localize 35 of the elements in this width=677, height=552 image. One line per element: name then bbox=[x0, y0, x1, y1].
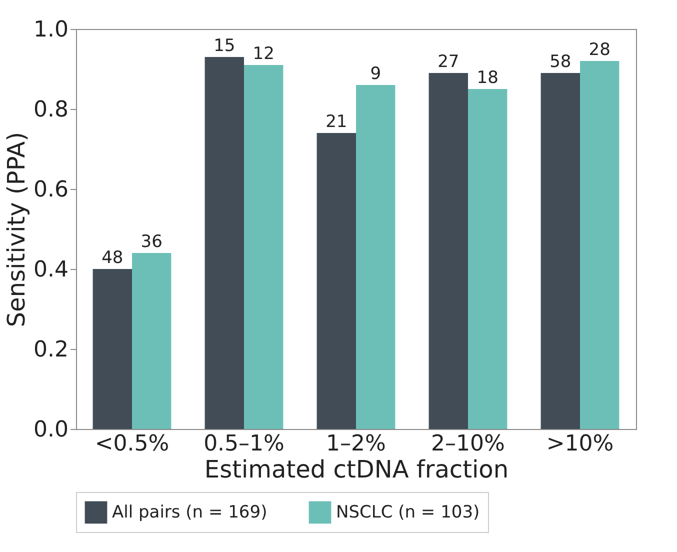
bar bbox=[428, 73, 468, 429]
annotation: 28 bbox=[588, 40, 610, 60]
bar bbox=[92, 269, 132, 429]
annotation: 36 bbox=[140, 232, 162, 252]
annotation: 27 bbox=[438, 52, 460, 72]
y-axis-title: Sensitivity (PPA) bbox=[2, 132, 31, 328]
x-tick-label: >10% bbox=[546, 432, 614, 456]
x-tick-label: 2–10% bbox=[431, 432, 505, 456]
annotation: 9 bbox=[370, 64, 382, 84]
y-tick-label: 0.4 bbox=[34, 258, 68, 282]
annotation: 48 bbox=[102, 248, 124, 268]
bar bbox=[540, 73, 580, 429]
bar bbox=[316, 133, 356, 429]
bar bbox=[356, 85, 396, 429]
bar bbox=[244, 65, 284, 429]
y-tick-label: 1.0 bbox=[34, 18, 68, 42]
bar bbox=[468, 89, 508, 429]
annotation: 12 bbox=[252, 44, 274, 64]
legend-label: NSCLC (n = 103) bbox=[336, 502, 480, 522]
x-axis-title: Estimated ctDNA fraction bbox=[204, 456, 509, 484]
bar bbox=[580, 61, 620, 429]
x-tick-label: 1–2% bbox=[326, 432, 386, 456]
annotation: 58 bbox=[550, 52, 572, 72]
annotation: 15 bbox=[214, 36, 236, 56]
legend-label: All pairs (n = 169) bbox=[112, 502, 268, 522]
annotation: 18 bbox=[476, 68, 498, 88]
bar bbox=[204, 57, 244, 429]
y-tick-label: 0.0 bbox=[34, 418, 68, 442]
annotation: 21 bbox=[326, 112, 348, 132]
x-tick-label: 0.5–1% bbox=[204, 432, 284, 456]
y-tick-label: 0.2 bbox=[34, 338, 68, 362]
y-tick-label: 0.8 bbox=[34, 98, 68, 122]
y-tick-label: 0.6 bbox=[34, 178, 68, 202]
bar bbox=[132, 253, 172, 429]
x-tick-label: <0.5% bbox=[94, 432, 170, 456]
